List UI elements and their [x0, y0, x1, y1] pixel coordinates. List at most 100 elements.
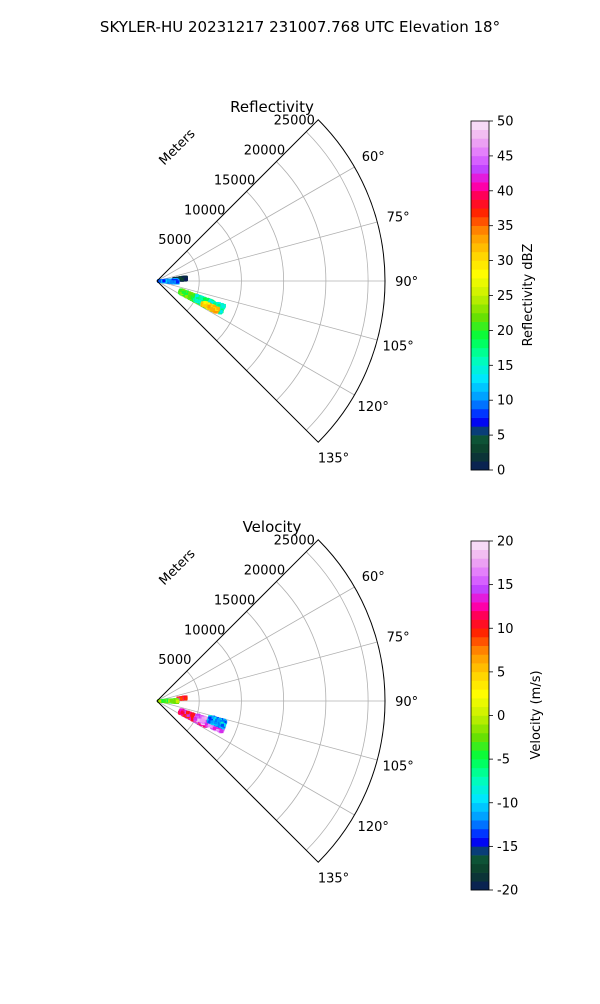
velocity-colorbar-tick-label: 5 — [497, 665, 505, 680]
reflectivity-echo-gate — [220, 303, 224, 307]
velocity-echo-gate — [188, 715, 193, 720]
velocity-echo-gate — [202, 719, 206, 723]
reflectivity-colorbar-band — [471, 164, 489, 174]
reflectivity-polar-plot: 5000 10000 15000 20000 25000 60° 75° 90° 105° 120… — [156, 114, 418, 467]
velocity-echo-gate — [173, 699, 177, 704]
velocity-colorbar-band — [471, 785, 489, 795]
reflectivity-panel: Reflectivity 5000 10000 15000 20000 25000 60°… — [156, 98, 536, 479]
reflectivity-echo-gate — [216, 301, 220, 306]
velocity-echo-gate — [208, 716, 212, 720]
velocity-echo-gate — [214, 723, 219, 727]
reflectivity-echo-gate — [195, 293, 199, 298]
reflectivity-echo-gate — [198, 299, 202, 304]
velocity-azimuth-gridline — [156, 641, 378, 702]
reflectivity-colorbar-tick-label: 50 — [497, 115, 514, 130]
velocity-azimuth-gridline — [156, 700, 378, 761]
velocity-echo-gate — [191, 712, 195, 716]
velocity-echo-gate — [183, 710, 187, 714]
reflectivity-azimuth-tick-label: 90° — [395, 275, 418, 290]
reflectivity-colorbar-band — [471, 278, 489, 288]
velocity-azimuth-tick-label: 75° — [387, 630, 410, 645]
velocity-colorbar-band — [471, 881, 489, 891]
reflectivity-echo-gate — [219, 310, 223, 314]
velocity-echo-gate — [196, 715, 200, 719]
velocity-echo-gate — [162, 699, 166, 703]
velocity-azimuth-tick-label: 135° — [318, 872, 349, 887]
reflectivity-range-tick-label: 20000 — [244, 144, 285, 159]
velocity-colorbar-band — [471, 619, 489, 629]
velocity-panel: Velocity 5000 10000 15000 20000 25000 60° 75° 9… — [156, 518, 544, 899]
reflectivity-colorbar-band — [471, 408, 489, 418]
velocity-azimuth-gridline — [156, 586, 355, 702]
reflectivity-colorbar-tick-label: 25 — [497, 289, 514, 304]
reflectivity-colorbar-band — [471, 417, 489, 427]
velocity-colorbar-band — [471, 820, 489, 830]
velocity-echo-gate — [186, 713, 190, 717]
velocity-colorbar-band — [471, 750, 489, 760]
velocity-echo-gate — [158, 699, 162, 703]
reflectivity-colorbar-tick-label: 10 — [497, 394, 514, 409]
velocity-colorbar-band — [471, 645, 489, 655]
reflectivity-range-tick-label: 10000 — [184, 203, 225, 218]
reflectivity-echo-region — [200, 301, 220, 314]
reflectivity-echo-gate — [180, 277, 184, 281]
reflectivity-echo-gate — [202, 297, 207, 301]
reflectivity-colorbar-band — [471, 216, 489, 226]
velocity-echo-gate — [191, 718, 195, 722]
reflectivity-echo-gate — [202, 303, 206, 307]
velocity-echo-gate — [179, 708, 183, 712]
velocity-colorbar-band — [471, 636, 489, 646]
velocity-colorbar-band — [471, 698, 489, 708]
reflectivity-echo-gate — [184, 294, 189, 299]
reflectivity-colorbar-band — [471, 339, 489, 349]
reflectivity-colorbar-band — [471, 182, 489, 192]
reflectivity-echo-gate — [176, 280, 180, 284]
velocity-colorbar-tick-label: 20 — [497, 535, 514, 550]
reflectivity-echo-gate — [178, 289, 182, 293]
velocity-colorbar-tick-label: 0 — [497, 709, 505, 724]
reflectivity-colorbar-band — [471, 426, 489, 436]
velocity-colorbar-band — [471, 628, 489, 638]
velocity-echo-gate — [181, 711, 185, 715]
reflectivity-echo-gate — [158, 279, 162, 283]
velocity-colorbar-band — [471, 549, 489, 559]
reflectivity-range-tick-label: 15000 — [214, 173, 255, 188]
reflectivity-echo-gate — [205, 297, 209, 302]
velocity-echo-gate — [216, 719, 221, 723]
reflectivity-colorbar-band — [471, 461, 489, 471]
reflectivity-echo-region — [157, 278, 180, 285]
reflectivity-colorbar-band — [471, 121, 489, 131]
velocity-range-tick-label: 20000 — [244, 564, 285, 579]
velocity-echo-gate — [207, 723, 212, 727]
reflectivity-echo-gate — [184, 277, 188, 281]
reflectivity-azimuth-tick-label: 75° — [387, 210, 410, 225]
velocity-echo-gate — [185, 711, 190, 715]
velocity-colorbar-band — [471, 654, 489, 664]
velocity-echo-gate — [176, 699, 180, 704]
reflectivity-colorbar-band — [471, 260, 489, 270]
velocity-range-tick-label: 5000 — [158, 653, 191, 668]
velocity-polar-plot: 5000 10000 15000 20000 25000 60° 75° 90° 105° 120… — [156, 534, 418, 887]
reflectivity-colorbar: 0 5 10 15 20 25 30 35 40 45 50 — [470, 115, 514, 479]
velocity-range-tick-label: 10000 — [184, 623, 225, 638]
velocity-colorbar-band — [471, 837, 489, 847]
reflectivity-echo-gate — [212, 302, 217, 306]
reflectivity-colorbar-band — [471, 452, 489, 462]
reflectivity-echo-gate — [211, 300, 215, 305]
velocity-echo-gate — [204, 720, 208, 724]
velocity-colorbar-band — [471, 828, 489, 838]
velocity-echo-region — [157, 698, 180, 704]
reflectivity-echo-gate — [213, 307, 217, 312]
reflectivity-azimuth-gridline — [156, 280, 378, 341]
velocity-colorbar-tick-label: 10 — [497, 622, 514, 637]
velocity-range-label: Meters — [157, 546, 199, 588]
velocity-echo-gate — [178, 710, 183, 714]
velocity-colorbar-band — [471, 776, 489, 786]
velocity-echo-gate — [217, 723, 221, 727]
reflectivity-colorbar-band — [471, 391, 489, 401]
reflectivity-range-tick-label: 25000 — [274, 114, 315, 129]
velocity-echo-gate — [210, 720, 214, 724]
velocity-colorbar-band — [471, 575, 489, 585]
reflectivity-panel-title: Reflectivity — [230, 98, 314, 116]
